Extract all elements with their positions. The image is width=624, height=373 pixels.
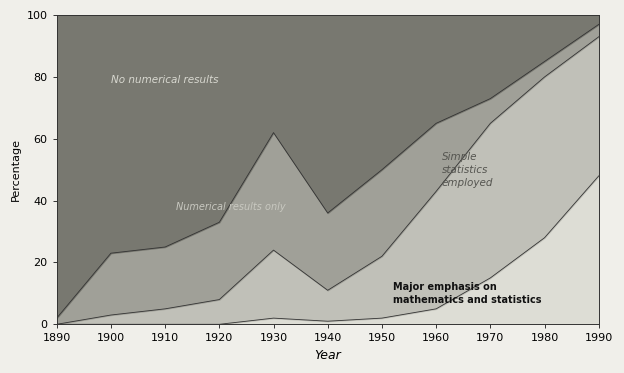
Text: No numerical results: No numerical results (111, 75, 218, 85)
Text: Simple
statistics
employed: Simple statistics employed (442, 151, 493, 188)
Text: Major emphasis on
mathematics and statistics: Major emphasis on mathematics and statis… (392, 282, 541, 305)
Y-axis label: Percentage: Percentage (11, 138, 21, 201)
Text: Numerical results only: Numerical results only (176, 202, 286, 212)
X-axis label: Year: Year (314, 349, 341, 362)
